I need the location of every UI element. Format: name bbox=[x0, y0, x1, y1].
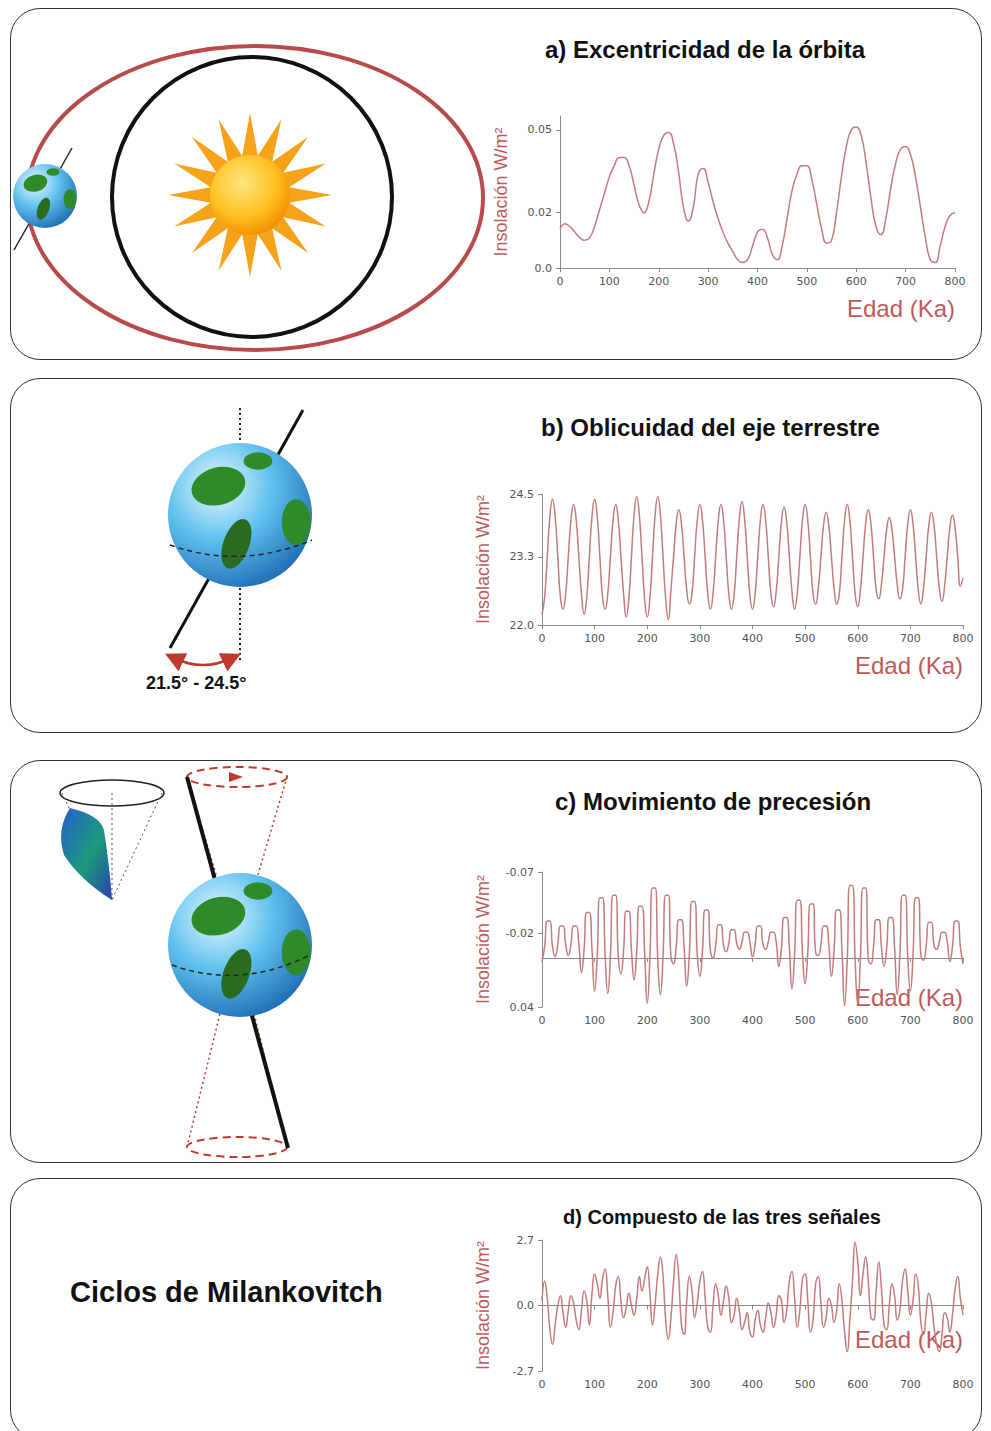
svg-text:-2.7: -2.7 bbox=[513, 1365, 534, 1378]
svg-text:200: 200 bbox=[637, 1378, 658, 1391]
svg-text:23.3: 23.3 bbox=[510, 550, 535, 563]
svg-text:0.05: 0.05 bbox=[528, 123, 553, 136]
svg-text:100: 100 bbox=[599, 275, 620, 288]
svg-text:Insolación W/m²: Insolación W/m² bbox=[473, 495, 493, 624]
svg-text:24.5: 24.5 bbox=[510, 488, 535, 501]
svg-text:700: 700 bbox=[900, 632, 921, 645]
svg-text:100: 100 bbox=[584, 1378, 605, 1391]
svg-text:Insolación W/m²: Insolación W/m² bbox=[491, 127, 511, 256]
svg-text:2.7: 2.7 bbox=[517, 1234, 535, 1247]
html-text:21.5° - 24.5°: 21.5° - 24.5° bbox=[146, 673, 247, 693]
svg-text:800: 800 bbox=[953, 1378, 974, 1391]
svg-text:400: 400 bbox=[742, 632, 763, 645]
svg-text:100: 100 bbox=[584, 632, 605, 645]
svg-text:0.04: 0.04 bbox=[510, 1001, 535, 1014]
svg-text:Insolación W/m²: Insolación W/m² bbox=[473, 875, 493, 1004]
svg-text:500: 500 bbox=[795, 1014, 816, 1027]
svg-text:700: 700 bbox=[895, 275, 916, 288]
svg-text:800: 800 bbox=[953, 632, 974, 645]
svg-text:700: 700 bbox=[900, 1014, 921, 1027]
svg-text:100: 100 bbox=[584, 1014, 605, 1027]
svg-text:800: 800 bbox=[945, 275, 966, 288]
svg-text:800: 800 bbox=[953, 1014, 974, 1027]
svg-text:0: 0 bbox=[539, 1014, 546, 1027]
svg-text:-0.02: -0.02 bbox=[506, 927, 534, 940]
svg-text:0: 0 bbox=[539, 1378, 546, 1391]
svg-text:200: 200 bbox=[637, 1014, 658, 1027]
svg-text:0: 0 bbox=[557, 275, 564, 288]
svg-text:300: 300 bbox=[689, 1378, 710, 1391]
svg-text:Edad (Ka): Edad (Ka) bbox=[847, 295, 955, 322]
svg-text:500: 500 bbox=[795, 1378, 816, 1391]
svg-text:d) Compuesto de las tres señal: d) Compuesto de las tres señales bbox=[563, 1206, 881, 1228]
svg-text:600: 600 bbox=[846, 275, 867, 288]
svg-text:Edad (Ka): Edad (Ka) bbox=[855, 652, 963, 679]
svg-text:600: 600 bbox=[847, 1014, 868, 1027]
svg-text:400: 400 bbox=[747, 275, 768, 288]
svg-text:500: 500 bbox=[796, 275, 817, 288]
svg-text:600: 600 bbox=[847, 632, 868, 645]
svg-text:200: 200 bbox=[637, 632, 658, 645]
svg-text:0: 0 bbox=[539, 632, 546, 645]
svg-text:700: 700 bbox=[900, 1378, 921, 1391]
svg-text:400: 400 bbox=[742, 1014, 763, 1027]
svg-text:Edad (Ka): Edad (Ka) bbox=[855, 984, 963, 1011]
svg-text:300: 300 bbox=[689, 1014, 710, 1027]
html-text:Ciclos de Milankovitch: Ciclos de Milankovitch bbox=[70, 1276, 383, 1308]
svg-text:400: 400 bbox=[742, 1378, 763, 1391]
svg-text:22.0: 22.0 bbox=[510, 619, 535, 632]
svg-text:Edad (Ka): Edad (Ka) bbox=[855, 1326, 963, 1353]
svg-text:600: 600 bbox=[847, 1378, 868, 1391]
svg-text:300: 300 bbox=[698, 275, 719, 288]
svg-text:0.0: 0.0 bbox=[517, 1299, 535, 1312]
svg-text:c) Movimiento de precesión: c) Movimiento de precesión bbox=[555, 788, 871, 815]
svg-text:a) Excentricidad de la órbita: a) Excentricidad de la órbita bbox=[545, 36, 866, 63]
svg-text:0.02: 0.02 bbox=[528, 206, 553, 219]
svg-text:0.0: 0.0 bbox=[535, 262, 553, 275]
svg-text:Insolación W/m²: Insolación W/m² bbox=[473, 1241, 493, 1370]
svg-text:500: 500 bbox=[795, 632, 816, 645]
svg-text:-0.07: -0.07 bbox=[506, 866, 534, 879]
svg-text:300: 300 bbox=[689, 632, 710, 645]
svg-text:b) Oblicuidad del eje terrestr: b) Oblicuidad del eje terrestre bbox=[541, 414, 880, 441]
svg-text:200: 200 bbox=[648, 275, 669, 288]
